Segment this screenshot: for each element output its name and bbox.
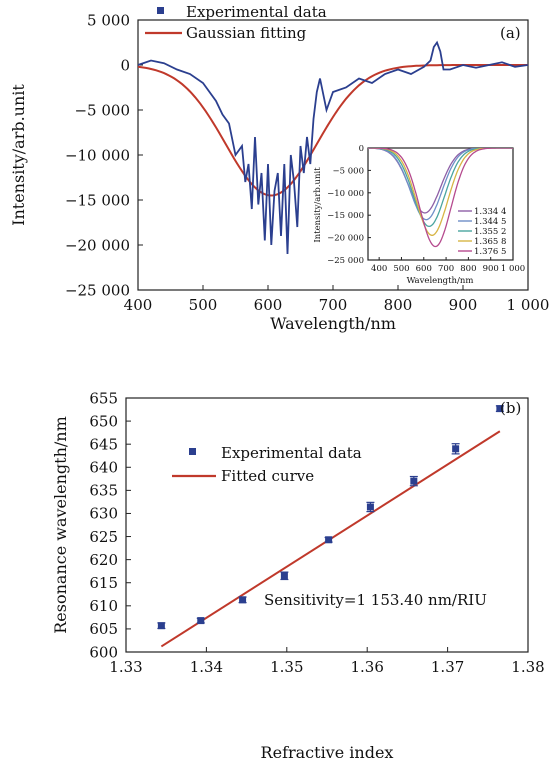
chart-a-inset-x-axis-label: Wavelength/nm [407,276,474,286]
chart-a-inset-y-tick-label: 0 [359,144,364,154]
chart-a-inset-y-tick-label: −15 000 [327,211,364,221]
chart-a-inset-series-line [368,148,513,248]
chart-a-inset-legend-label: 1.376 5 [474,247,506,257]
chart-a-x-tick-label: 500 [189,296,218,314]
chart-b-legend-label-experimental: Experimental data [221,444,362,462]
chart-b-y-tick-label: 650 [89,412,118,430]
chart-a-legend: Experimental data Gaussian fitting [145,3,327,42]
chart-a-inset-y-tick-label: −5 000 [333,166,364,176]
chart-b-y-tick-label: 635 [89,482,118,500]
chart-b-data-point [280,572,288,580]
chart-a-x-ticks: 400 500 600 700 800 900 1 000 [124,285,550,314]
chart-b-x-tick-label: 1.35 [270,658,303,676]
chart-a-inset-y-axis-label: Intensity/arb.unit [313,167,323,243]
chart-a-inset-x-tick-label: 900 [483,264,499,274]
chart-a-inset-plot-area [367,147,514,261]
chart-b-data-point [496,405,504,413]
chart-b-panel-label: (b) [500,399,521,417]
chart-a-plot-area [137,19,529,291]
chart-a-y-tick-label: −25 000 [65,281,130,299]
chart-a-experimental-data-line [138,40,528,255]
chart-b-y-tick-label: 620 [89,551,118,569]
chart-a-inset-series-line [368,148,513,221]
chart-a-x-tick-label: 400 [124,296,153,314]
chart-b-y-tick-label: 630 [89,505,118,523]
chart-b-y-tick-label: 625 [89,528,118,546]
chart-b-y-tick-label: 600 [89,643,118,661]
chart-a-inset-x-tick-label: 600 [416,264,432,274]
chart-b-experimental-points [157,405,504,630]
chart-a-inset-series [368,148,513,248]
chart-b-data-point [452,445,460,453]
chart-a-y-tick-label: 0 [120,56,130,74]
chart-b-x-axis-label: Refractive index [261,743,394,762]
chart-b-data-point [157,622,165,630]
chart-a-legend-marker-experimental [157,7,164,14]
chart-a-inset-legend: 1.334 41.344 51.355 21.365 81.376 5 [458,207,506,257]
chart-b-legend-label-fitted: Fitted curve [221,467,314,485]
chart-a-legend-label-gaussian: Gaussian fitting [186,24,307,42]
chart-a-inset-x-tick-label: 400 [371,264,387,274]
chart-a-x-tick-label: 800 [384,296,413,314]
chart-b-data-point [197,617,205,625]
chart-b-x-tick-label: 1.33 [109,658,142,676]
chart-b-y-tick-label: 645 [89,435,118,453]
chart-b-y-tick-label: 605 [89,620,118,638]
chart-b-y-tick-label: 610 [89,597,118,615]
chart-b: 1.33 1.34 1.35 1.36 1.37 1.38 600 605 610 615 620… [51,389,545,762]
chart-a-inset-x-tick-label: 800 [460,264,476,274]
chart-b-x-tick-label: 1.36 [350,658,383,676]
chart-a-y-tick-label: −15 000 [65,191,130,209]
chart-a-inset-series-line [368,148,513,214]
chart-a-inset-legend-label: 1.355 2 [474,227,506,237]
chart-a-x-tick-label: 1 000 [507,296,550,314]
chart-b-sensitivity-annotation: Sensitivity=1 153.40 nm/RIU [264,591,487,609]
chart-a-y-ticks: 5 000 0 −5 000 −10 000 −15 000 −20 000 −25 000 [65,11,143,299]
chart-b-data-point [239,596,247,604]
chart-b-data-point [366,503,374,511]
chart-b-legend-marker-experimental [189,448,196,455]
chart-b-y-tick-label: 655 [89,389,118,407]
chart-a-x-tick-label: 700 [319,296,348,314]
chart-b-y-tick-label: 640 [89,459,118,477]
chart-a-y-tick-label: 5 000 [87,11,130,29]
chart-a-inset: 400 500 600 700 800 900 1 000 0 −5 000 −10 000 −1… [313,144,525,286]
chart-b-x-tick-label: 1.34 [190,658,223,676]
chart-a-x-axis-label: Wavelength/nm [270,314,396,333]
chart-b-x-ticks: 1.33 1.34 1.35 1.36 1.37 1.38 [109,647,545,676]
chart-b-x-tick-label: 1.38 [511,658,544,676]
chart-a-inset-y-ticks: 0 −5 000 −10 000 −15 000 −20 000 −25 000 [327,144,371,266]
chart-a-inset-legend-label: 1.334 4 [474,207,506,217]
chart-a-inset-legend-label: 1.344 5 [474,217,506,227]
chart-b-plot-area [125,397,529,653]
chart-a-y-tick-label: −5 000 [74,101,130,119]
chart-a-x-tick-label: 900 [449,296,478,314]
chart-b-y-axis-label: Resonance wavelength/nm [51,416,70,634]
chart-a-legend-label-experimental: Experimental data [186,3,327,21]
chart-b-x-tick-label: 1.37 [431,658,464,676]
chart-a-inset-y-tick-label: −25 000 [327,256,364,266]
chart-a-inset-x-tick-label: 700 [438,264,454,274]
chart-b-data-point [410,477,418,485]
chart-b-y-ticks: 600 605 610 615 620 625 630 635 640 645 650 655 [89,389,131,661]
chart-a-x-tick-label: 600 [254,296,283,314]
chart-a-inset-legend-label: 1.365 8 [474,237,506,247]
chart-a-y-axis-label: Intensity/arb.unit [9,84,28,226]
chart-a-inset-x-ticks: 400 500 600 700 800 900 1 000 [371,257,525,274]
chart-b-y-tick-label: 615 [89,574,118,592]
chart-a-inset-x-tick-label: 500 [393,264,409,274]
chart-a-inset-y-tick-label: −10 000 [327,189,364,199]
chart-b-data-point [325,536,333,544]
chart-a-y-tick-label: −20 000 [65,236,130,254]
chart-a-inset-y-tick-label: −20 000 [327,234,364,244]
chart-a-inset-x-tick-label: 1 000 [501,264,525,274]
chart-a-panel-label: (a) [500,24,521,42]
chart-b-legend: Experimental data Fitted curve [172,444,362,485]
chart-a-y-tick-label: −10 000 [65,146,130,164]
